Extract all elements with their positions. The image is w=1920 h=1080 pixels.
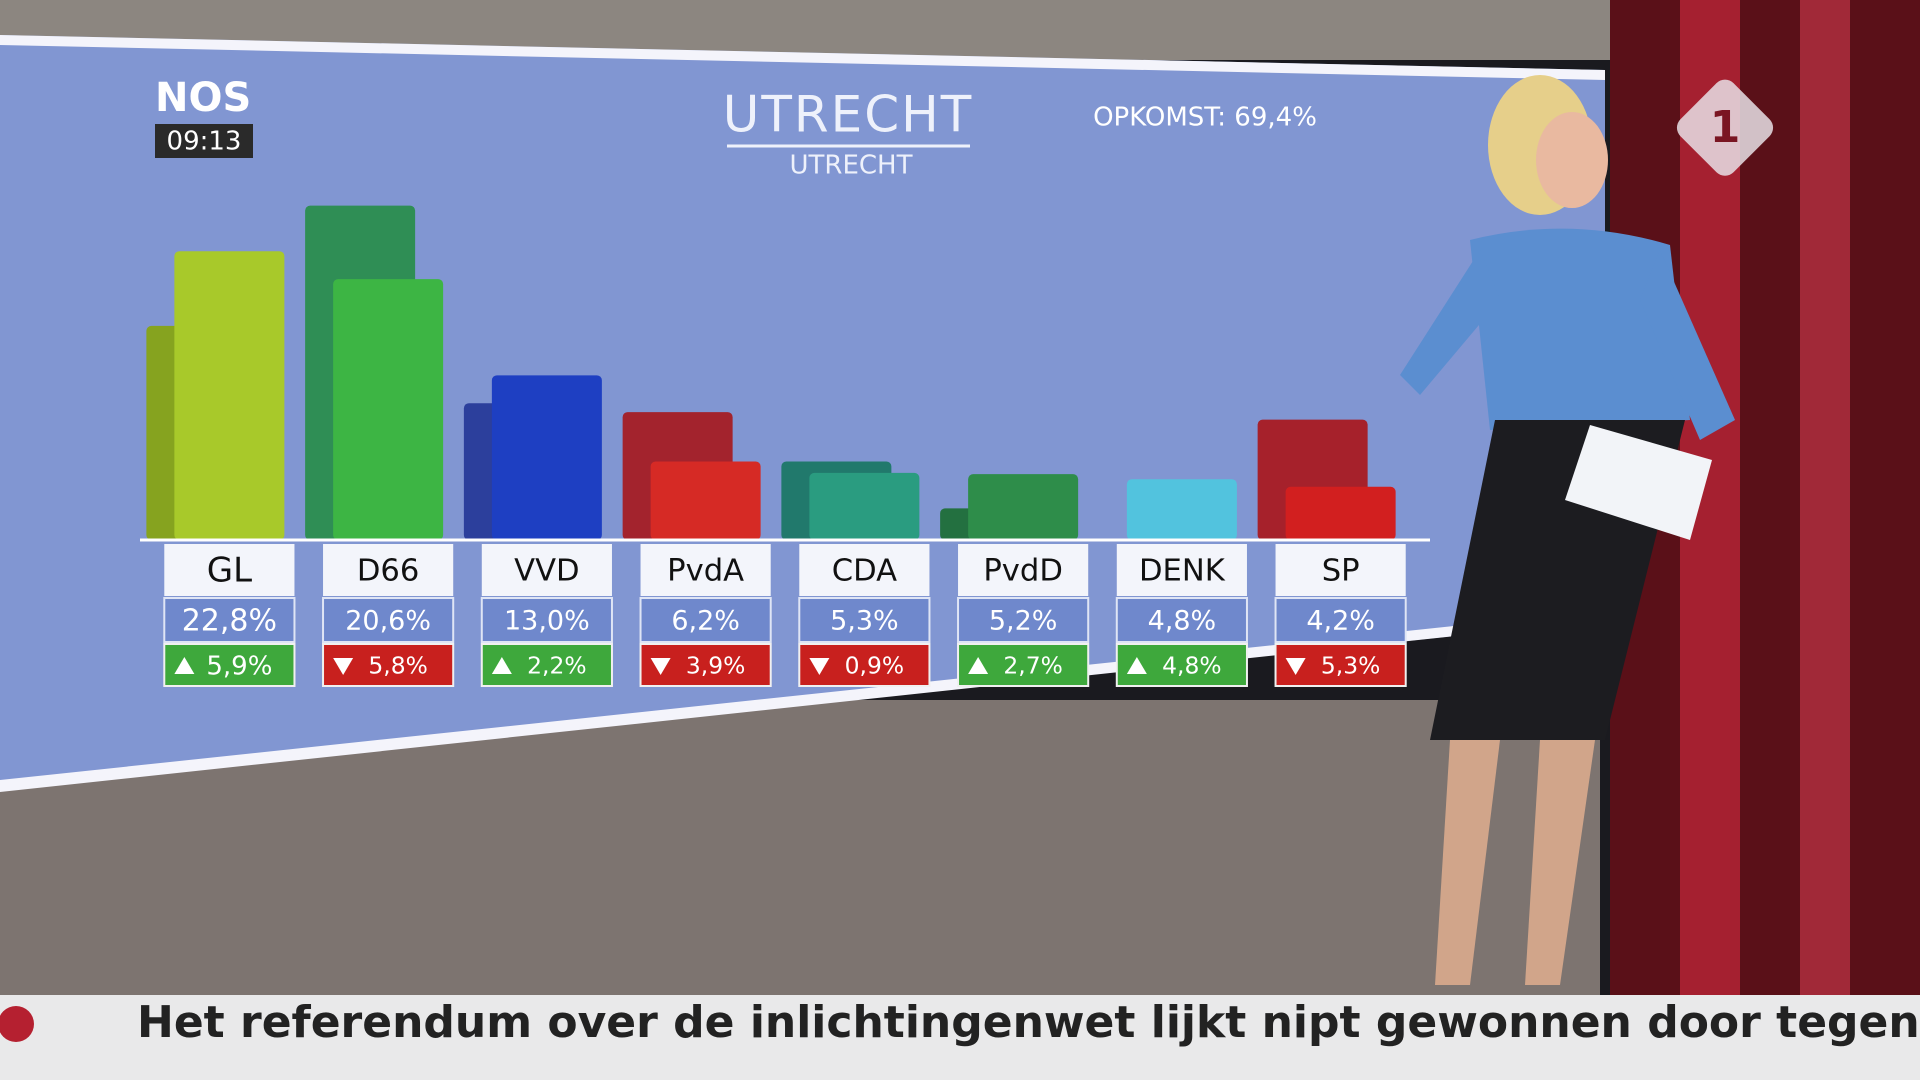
- party-name: VVD: [514, 554, 579, 589]
- party-box: [1275, 544, 1406, 596]
- change-arrow: [968, 657, 989, 674]
- bar: [333, 279, 444, 540]
- channel-logo: 1: [1676, 79, 1774, 176]
- value-label: 5,3%: [830, 606, 899, 637]
- wall-edge: [0, 35, 1605, 80]
- arm: [1640, 250, 1735, 440]
- channel: 1: [1710, 102, 1741, 153]
- bar-chart: GL 22,8% 5,9% D66 20,6% 5,8% VVD 13,0% 2,2% PvdA 6…: [140, 205, 1430, 687]
- turnout: OPKOMST: 69,4%: [1093, 103, 1317, 133]
- change-arrow: [1285, 658, 1306, 675]
- chart-title: UTRECHT: [723, 86, 974, 144]
- party-box: [481, 544, 612, 596]
- change-arrow: [333, 658, 354, 675]
- party-name: GL: [207, 551, 252, 591]
- value-box: [480, 597, 613, 643]
- change-label: 0,9%: [845, 652, 904, 680]
- party-name: D66: [357, 554, 420, 589]
- bar: [968, 474, 1079, 540]
- change-label: 3,9%: [686, 652, 745, 680]
- value-box: [1115, 597, 1248, 643]
- value-label: 20,6%: [345, 606, 431, 637]
- clock-box: [155, 124, 253, 158]
- party-name: SP: [1322, 554, 1360, 589]
- change-arrow: [809, 658, 830, 675]
- party-name: PvdA: [667, 554, 744, 589]
- value-label: 13,0%: [504, 606, 590, 637]
- value-box: [798, 597, 931, 643]
- change-arrow: [491, 657, 512, 674]
- value-label: 5,2%: [989, 606, 1058, 637]
- ticker-bar: [0, 995, 1920, 1080]
- party-box: [640, 544, 771, 596]
- party-name: PvdD: [983, 554, 1063, 589]
- change-arrow: [1126, 657, 1147, 674]
- change-label: 5,9%: [206, 652, 272, 682]
- value-label: 4,2%: [1306, 606, 1375, 637]
- party-box: [958, 544, 1089, 596]
- change-arrow: [174, 657, 195, 674]
- value-box: [957, 597, 1090, 643]
- ticker-icon: [0, 1006, 34, 1042]
- channel-badge: [1676, 79, 1774, 176]
- value-box: [1274, 597, 1407, 643]
- value-box: [163, 597, 296, 643]
- change-arrow: [650, 658, 671, 675]
- change-label: 5,3%: [1321, 652, 1380, 680]
- party-box: [799, 544, 930, 596]
- party-name: DENK: [1139, 554, 1226, 589]
- bar: [650, 461, 761, 540]
- party-box: [1116, 544, 1247, 596]
- blouse: [1470, 228, 1690, 430]
- bar: [809, 472, 920, 540]
- change-label: 5,8%: [368, 652, 427, 680]
- paper: [1565, 425, 1712, 540]
- value-label: 6,2%: [671, 606, 740, 637]
- value-label: 22,8%: [182, 604, 277, 639]
- leg: [1435, 740, 1500, 985]
- party-name: CDA: [832, 554, 897, 589]
- value-box: [322, 597, 455, 643]
- bar: [491, 375, 602, 540]
- face: [1536, 112, 1608, 208]
- logo: NOS: [155, 75, 251, 121]
- value-label: 4,8%: [1148, 606, 1217, 637]
- arm: [1400, 250, 1500, 395]
- presenter: [1400, 75, 1735, 985]
- red-light: [1800, 0, 1850, 1000]
- leg: [1525, 740, 1595, 985]
- change-label: 4,8%: [1162, 652, 1221, 680]
- chart-subtitle: UTRECHT: [790, 151, 913, 181]
- bar: [174, 251, 285, 540]
- change-label: 2,2%: [527, 652, 586, 680]
- value-box: [639, 597, 772, 643]
- bar: [1126, 479, 1237, 540]
- clock: 09:13: [167, 127, 242, 157]
- party-box: [323, 544, 454, 596]
- ticker: Het referendum over de inlichtingenwet l…: [137, 997, 1920, 1048]
- change-label: 2,7%: [1003, 652, 1062, 680]
- bar: [1285, 486, 1396, 540]
- party-box: [164, 544, 295, 596]
